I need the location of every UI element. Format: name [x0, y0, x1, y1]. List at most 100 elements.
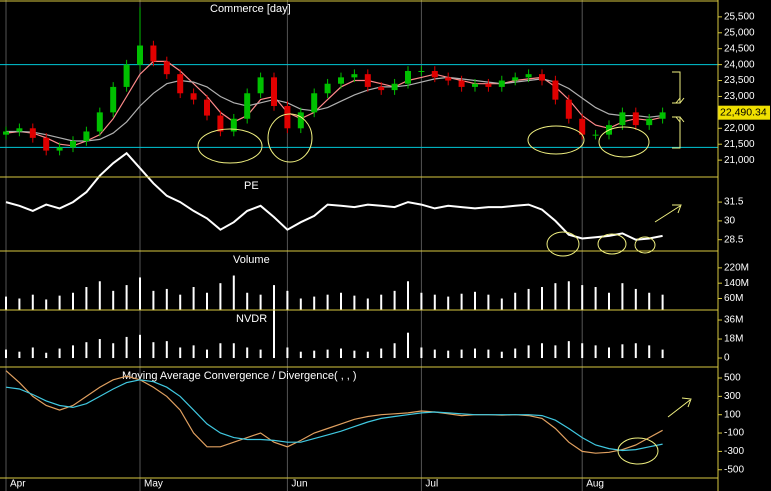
bar	[554, 283, 557, 310]
bar	[125, 336, 128, 359]
bar	[58, 295, 61, 310]
ellipse	[597, 233, 627, 255]
bar	[567, 281, 570, 310]
bar	[112, 290, 115, 310]
candle-body	[405, 70, 411, 84]
y-tick-label: 23,500	[724, 75, 755, 86]
panel-title: Commerce [day]	[210, 3, 291, 15]
candle-body	[284, 106, 291, 129]
bar	[165, 288, 168, 310]
bar	[313, 296, 316, 310]
series-line	[5, 151, 663, 241]
panel-title: Moving Average Convergence / Divergence(…	[122, 370, 357, 382]
bar	[85, 287, 88, 310]
x-tick-label: Jun	[291, 479, 307, 490]
y-tick-label: 22,000	[724, 123, 755, 134]
candle-body	[123, 64, 130, 87]
bar	[487, 294, 490, 310]
candle-body	[29, 128, 36, 138]
candle-body	[96, 112, 103, 132]
bar	[634, 343, 637, 359]
candle-body	[338, 77, 344, 84]
candle-body	[619, 112, 626, 126]
y-tick-label: 36M	[724, 315, 743, 326]
bar	[487, 349, 490, 359]
bar	[31, 294, 34, 310]
bar	[85, 342, 88, 359]
bar	[72, 345, 74, 359]
bar	[273, 310, 275, 359]
bar	[648, 345, 651, 359]
candle-body	[485, 83, 492, 87]
y-tick-label: 23,000	[724, 91, 755, 102]
bar	[98, 339, 101, 359]
bar	[152, 342, 155, 359]
ellipse	[197, 128, 263, 164]
candle-body	[43, 137, 50, 151]
bar	[232, 275, 235, 310]
bar	[474, 291, 476, 310]
bar	[380, 348, 383, 359]
bar	[18, 298, 21, 310]
y-tick-label: 21,500	[724, 139, 755, 150]
bar	[353, 350, 356, 359]
bar	[206, 292, 208, 310]
ellipse	[527, 125, 585, 155]
bar	[58, 348, 61, 359]
candle-body	[431, 70, 438, 78]
y-tick-label: 220M	[724, 262, 749, 273]
y-tick-label: -100	[724, 428, 744, 439]
bar	[447, 296, 450, 310]
candle-body	[579, 118, 586, 135]
candle-body	[16, 128, 23, 132]
bar	[527, 288, 530, 310]
bar	[299, 298, 302, 310]
bar	[299, 351, 302, 359]
candle-body	[565, 99, 572, 119]
x-tick-label: Aug	[586, 479, 604, 490]
candle-body	[351, 74, 358, 78]
bar	[621, 344, 624, 359]
candle-body	[472, 83, 478, 87]
bar	[541, 287, 543, 310]
bar	[340, 348, 342, 359]
candle-body	[110, 86, 117, 113]
candle-body	[646, 118, 653, 126]
bar	[420, 347, 423, 359]
bar	[514, 348, 517, 359]
ellipse	[267, 113, 313, 163]
bar	[340, 292, 342, 310]
bar	[45, 299, 48, 310]
bar	[661, 349, 664, 359]
bar	[527, 345, 530, 359]
bar	[393, 343, 396, 359]
candle-body	[418, 70, 425, 72]
moving-average	[5, 60, 663, 147]
candle-body	[498, 80, 505, 87]
bar	[326, 349, 329, 359]
bar	[259, 349, 262, 359]
last-price-box	[718, 105, 770, 120]
candle-body	[177, 74, 184, 94]
candle-body	[150, 45, 157, 62]
bar	[407, 281, 409, 310]
bar	[433, 349, 436, 359]
candle-body	[190, 93, 197, 100]
bar	[232, 343, 235, 359]
moving-average	[6, 76, 663, 142]
candle-body	[324, 83, 331, 94]
bar	[139, 334, 141, 359]
y-tick-label: 31.5	[724, 197, 744, 208]
bar	[594, 287, 597, 310]
y-tick-label: 21,000	[724, 155, 755, 166]
y-tick-label: 500	[724, 373, 741, 384]
arrow	[667, 397, 692, 418]
bar	[246, 347, 249, 359]
bar	[366, 298, 369, 310]
bar	[98, 281, 101, 310]
bar	[18, 351, 21, 359]
candle-body	[137, 45, 143, 65]
ellipse	[546, 231, 580, 257]
